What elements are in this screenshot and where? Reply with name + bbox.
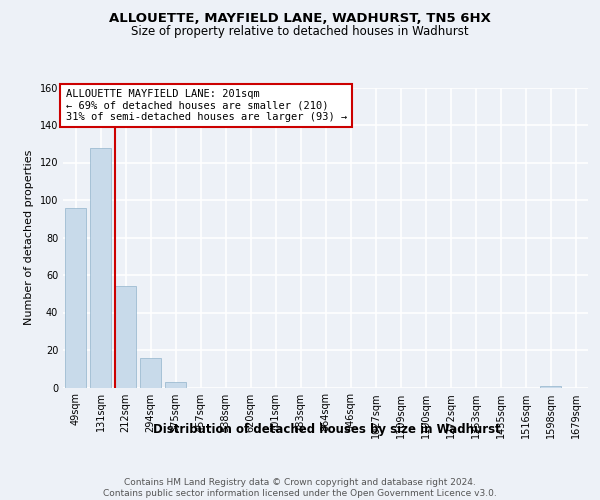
Text: Contains HM Land Registry data © Crown copyright and database right 2024.
Contai: Contains HM Land Registry data © Crown c… bbox=[103, 478, 497, 498]
Text: Distribution of detached houses by size in Wadhurst: Distribution of detached houses by size … bbox=[153, 422, 501, 436]
Bar bbox=[90, 148, 111, 388]
Text: Size of property relative to detached houses in Wadhurst: Size of property relative to detached ho… bbox=[131, 25, 469, 38]
Bar bbox=[115, 286, 136, 388]
Text: ALLOUETTE MAYFIELD LANE: 201sqm
← 69% of detached houses are smaller (210)
31% o: ALLOUETTE MAYFIELD LANE: 201sqm ← 69% of… bbox=[65, 89, 347, 122]
Text: ALLOUETTE, MAYFIELD LANE, WADHURST, TN5 6HX: ALLOUETTE, MAYFIELD LANE, WADHURST, TN5 … bbox=[109, 12, 491, 26]
Bar bbox=[540, 386, 561, 388]
Bar bbox=[140, 358, 161, 388]
Y-axis label: Number of detached properties: Number of detached properties bbox=[24, 150, 34, 325]
Bar bbox=[65, 208, 86, 388]
Bar bbox=[165, 382, 186, 388]
